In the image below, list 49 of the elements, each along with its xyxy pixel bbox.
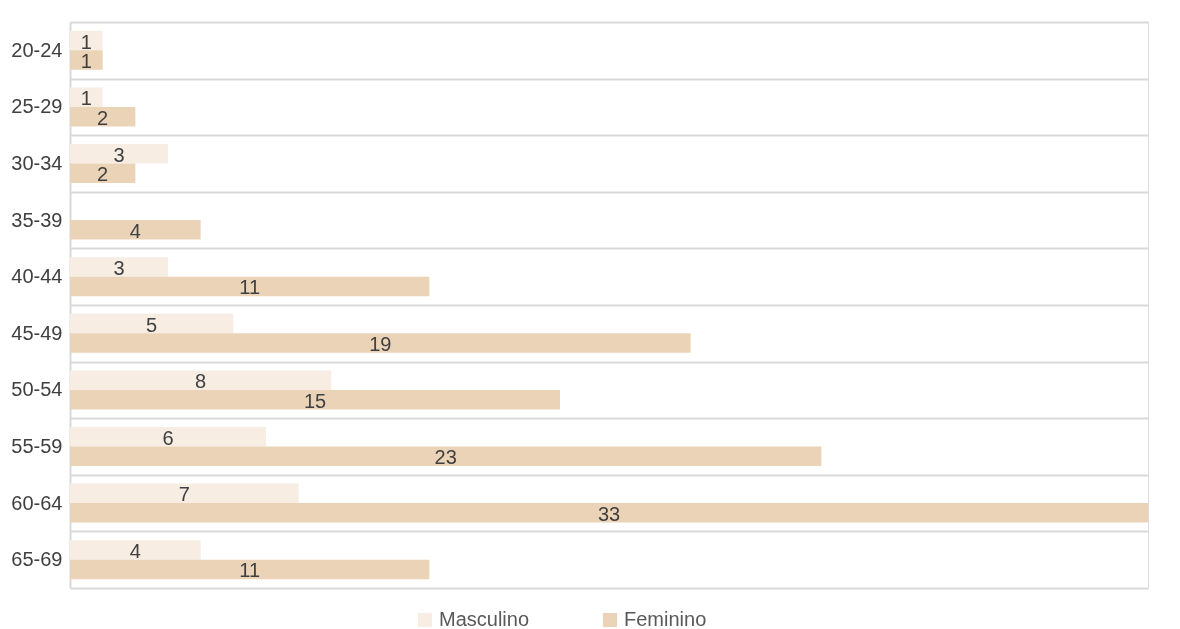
bar [70, 220, 201, 240]
bar [70, 143, 168, 164]
legend-label: Feminino [624, 608, 707, 629]
y-tick-label: 25-29 [11, 95, 63, 118]
y-tick-label: 60-64 [11, 491, 63, 514]
y-tick-label: 40-44 [11, 265, 63, 288]
data-label: 15 [303, 389, 327, 412]
bar [70, 106, 136, 127]
data-label: 7 [178, 483, 190, 506]
data-label: 2 [97, 106, 109, 129]
data-label: 23 [434, 446, 457, 469]
bar [70, 87, 103, 107]
data-label: 1 [80, 50, 92, 73]
bar [70, 276, 430, 297]
y-tick-label: 65-69 [11, 548, 63, 571]
bar [70, 333, 691, 353]
data-label: 19 [369, 333, 392, 356]
y-tick-label: 50-54 [11, 378, 63, 401]
y-tick-label: 35-39 [11, 208, 63, 231]
bar [70, 389, 560, 410]
bar [70, 446, 822, 467]
bar [70, 163, 136, 184]
bar [70, 426, 266, 447]
bar [70, 370, 332, 390]
y-tick-label: 45-49 [11, 321, 63, 344]
bar [70, 50, 103, 70]
data-label: 1 [80, 87, 92, 110]
data-label: 3 [113, 143, 125, 166]
data-label: 8 [195, 370, 207, 393]
bar [70, 313, 234, 334]
data-label: 5 [146, 313, 158, 336]
data-label: 1 [80, 30, 92, 53]
data-label: 2 [97, 163, 109, 186]
legend-label: Masculino [439, 608, 530, 629]
data-label: 11 [239, 276, 261, 299]
data-label: 33 [597, 502, 621, 525]
bar [70, 540, 201, 560]
y-tick-label: 55-59 [11, 435, 63, 457]
data-label: 4 [129, 219, 141, 242]
data-label: 6 [162, 426, 174, 449]
data-label: 3 [113, 256, 125, 279]
bar [70, 257, 168, 277]
data-label: 4 [129, 539, 141, 562]
y-tick-label: 30-34 [11, 152, 63, 174]
data-label: 11 [239, 559, 261, 582]
bar [70, 483, 299, 504]
y-tick-label: 20-24 [11, 38, 63, 61]
bar [70, 559, 430, 580]
bar [70, 503, 1148, 523]
